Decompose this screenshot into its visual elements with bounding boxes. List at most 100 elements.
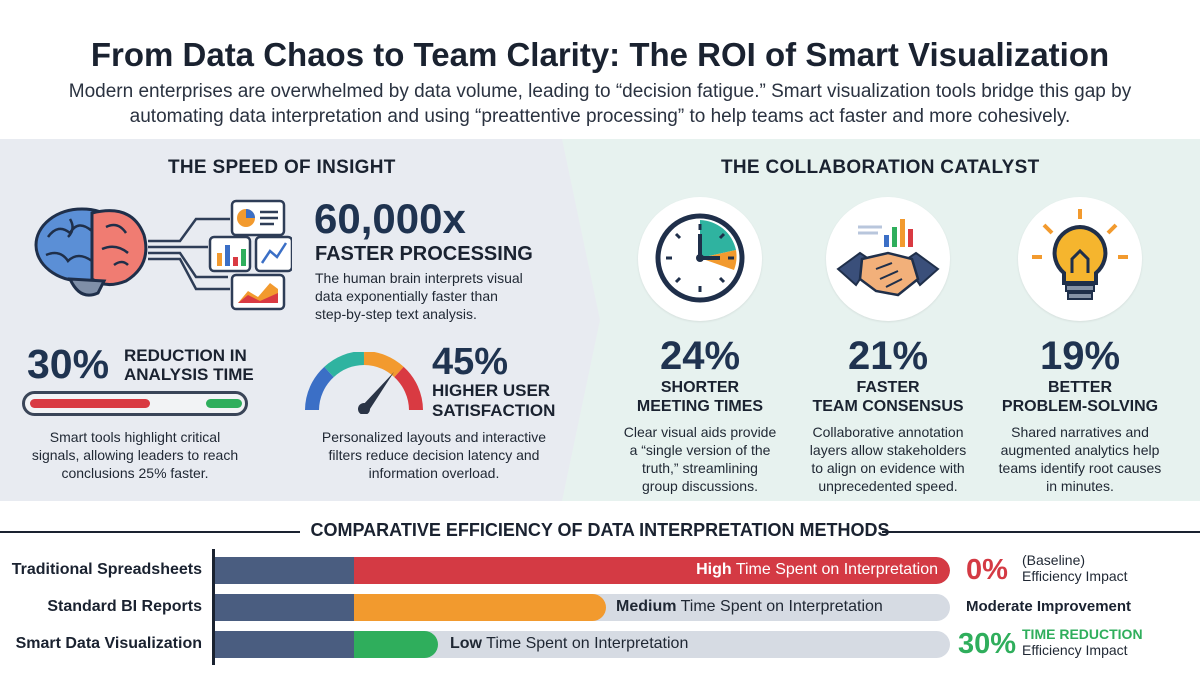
comparison-row-label: Smart Data Visualization — [15, 635, 202, 652]
progress-green-segment — [206, 399, 242, 408]
collab-stat-label-line-1: BETTER — [1048, 379, 1112, 396]
comparison-level: Low — [450, 635, 482, 652]
collab-desc-line-2: layers allow stakeholders — [809, 442, 967, 458]
brain-right-hemisphere — [90, 209, 148, 286]
handshake-icon — [836, 219, 940, 297]
collab-stat-label-line-1: SHORTER — [660, 379, 740, 396]
collab-desc-line-2: a “single version of the — [629, 442, 771, 458]
comparison-bar: Low Time Spent on Interpretation — [214, 631, 950, 658]
page-subtitle: Modern enterprises are overwhelmed by da… — [30, 79, 1170, 129]
comparison-heading: COMPARATIVE EFFICIENCY OF DATA INTERPRET… — [310, 520, 890, 540]
comparison-level: Medium — [616, 598, 677, 615]
comparison-row-label: Traditional Spreadsheets — [11, 561, 202, 578]
comparison-bar-text: High Time Spent on Interpretation — [696, 561, 938, 579]
comparison-bar-fill — [354, 631, 438, 658]
comparison-row-label: Standard BI Reports — [47, 598, 202, 615]
collab-stat-description: Shared narratives and augmented analytics… — [980, 423, 1180, 495]
impact-caption-line-1: TIME REDUCTION — [1022, 626, 1143, 642]
analysis-desc-line-3: conclusions 25% faster. — [61, 465, 209, 481]
satisfaction-desc-line-3: information overload. — [368, 465, 500, 481]
impact-text: Moderate Improvement — [966, 598, 1132, 615]
collab-stat-value: 19% — [1039, 334, 1121, 378]
collab-stat-value: 21% — [847, 334, 929, 378]
collab-stat-label-line-2: PROBLEM-SOLVING — [1001, 398, 1159, 415]
subtitle-line-2: automating data interpretation and using… — [129, 106, 1071, 127]
satisfaction-value: 45% — [432, 341, 509, 383]
processing-desc-line-1: The human brain interprets visual — [315, 270, 523, 286]
collab-desc-line-1: Shared narratives and — [1011, 424, 1149, 440]
pie-card-icon — [230, 199, 286, 237]
area-card-icon — [230, 273, 286, 311]
processing-description: The human brain interprets visual data e… — [315, 269, 523, 323]
processing-desc-line-2: data exponentially faster than — [315, 288, 498, 304]
processing-label: FASTER PROCESSING — [315, 243, 533, 265]
line-card-icon — [254, 235, 292, 273]
stopwatch-icon — [655, 213, 745, 303]
comparison-bar-fill — [354, 557, 950, 584]
collab-stat-2: 21% FASTER TEAM CONSENSUS Collaborative ann… — [788, 334, 988, 495]
comparison-bar: High Time Spent on Interpretation — [214, 557, 950, 584]
speed-panel — [0, 139, 610, 501]
progress-red-segment — [30, 399, 150, 408]
comparison-axis — [212, 549, 215, 665]
comparison-bar-text: Low Time Spent on Interpretation — [450, 635, 688, 653]
collaboration-heading: THE COLLABORATION CATALYST — [721, 157, 1040, 178]
impact-caption-line-2: Efficiency Impact — [1022, 642, 1128, 658]
analysis-label-line-1: REDUCTION IN — [124, 346, 247, 365]
comparison-bar-text: Medium Time Spent on Interpretation — [616, 598, 883, 616]
brain-icon — [34, 199, 292, 311]
analysis-desc-line-2: signals, allowing leaders to reach — [31, 447, 239, 463]
impact-percent: 30% — [958, 628, 1017, 660]
analysis-label-line-2: ANALYSIS TIME — [124, 365, 254, 384]
collab-desc-line-3: to align on evidence with — [811, 460, 965, 476]
impact-caption-line-2: Efficiency Impact — [1022, 568, 1128, 584]
comparison-heading-right-rule — [882, 531, 1200, 533]
processing-desc-line-3: step-by-step text analysis. — [315, 306, 477, 322]
comparison-level-suffix: Time Spent on Interpretation — [731, 561, 938, 578]
analysis-value: 30% — [27, 341, 110, 387]
comparison-bar: Medium Time Spent on Interpretation — [214, 594, 950, 621]
collab-stat-description: Collaborative annotation layers allow sta… — [788, 423, 988, 495]
collab-stat-label-line-2: TEAM CONSENSUS — [812, 398, 964, 415]
collab-stat-1: 24% SHORTER MEETING TIMES Clear visual aids… — [600, 334, 800, 495]
comparison-level-suffix: Time Spent on Interpretation — [676, 598, 883, 615]
satisfaction-desc-line-2: filters reduce decision latency and — [328, 447, 540, 463]
processing-value: 60,000x — [314, 195, 466, 242]
satisfaction-desc-line-1: Personalized layouts and interactive — [321, 429, 547, 445]
lightbulb-icon — [1032, 209, 1128, 300]
collab-stat-value: 24% — [659, 334, 741, 378]
analysis-desc-line-1: Smart tools highlight critical — [49, 429, 221, 445]
collab-stat-label-line-1: FASTER — [856, 379, 920, 396]
collab-stat-description: Clear visual aids provide a “single versi… — [600, 423, 800, 495]
satisfaction-label-line-2: SATISFACTION — [432, 401, 556, 420]
analysis-progress-bar — [22, 391, 248, 416]
bar-card-icon — [208, 235, 252, 273]
comparison-bar-fill — [354, 594, 606, 621]
impact-caption-line-1: (Baseline) — [1022, 552, 1086, 568]
speed-heading: THE SPEED OF INSIGHT — [168, 157, 396, 178]
collab-desc-line-1: Collaborative annotation — [812, 424, 964, 440]
comparison-bar-base — [214, 557, 354, 584]
comparison-heading-left-rule — [0, 531, 300, 533]
comparison-level: High — [696, 561, 732, 578]
impact-caption: (Baseline) Efficiency Impact — [1022, 552, 1128, 584]
analysis-label: REDUCTION IN ANALYSIS TIME — [124, 346, 254, 384]
comparison-level-suffix: Time Spent on Interpretation — [482, 635, 689, 652]
satisfaction-label-line-1: HIGHER USER — [432, 381, 551, 400]
subtitle-line-1: Modern enterprises are overwhelmed by da… — [68, 81, 1132, 102]
collab-stat-3: 19% BETTER PROBLEM-SOLVING Shared narrative… — [980, 334, 1180, 495]
collab-stat-label-line-2: MEETING TIMES — [636, 398, 764, 415]
page-title: From Data Chaos to Team Clarity: The ROI… — [90, 36, 1110, 73]
collab-desc-line-3: teams identify root causes — [998, 460, 1162, 476]
collab-desc-line-4: in minutes. — [1046, 478, 1114, 494]
collab-desc-line-2: augmented analytics help — [1000, 442, 1160, 458]
satisfaction-description: Personalized layouts and interactive fil… — [296, 428, 572, 482]
comparison-bar-base — [214, 631, 354, 658]
collab-desc-line-4: unprecedented speed. — [818, 478, 958, 494]
collab-desc-line-1: Clear visual aids provide — [623, 424, 777, 440]
impact-percent: 0% — [966, 554, 1008, 586]
gauge-icon — [305, 352, 423, 414]
comparison-bar-base — [214, 594, 354, 621]
collab-desc-line-4: group discussions. — [642, 478, 758, 494]
satisfaction-label: HIGHER USER SATISFACTION — [432, 381, 555, 421]
